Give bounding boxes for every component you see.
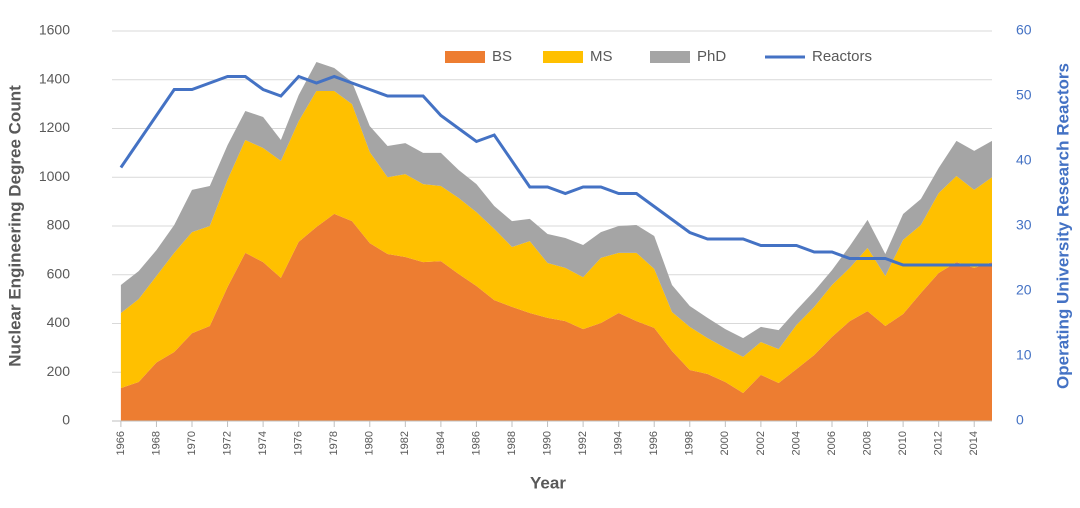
x-tick-label: 1980: [364, 431, 376, 455]
x-tick-label: 1966: [115, 431, 127, 455]
x-tick-label: 2014: [968, 431, 980, 455]
legend-label: BS: [492, 48, 512, 65]
x-tick-label: 1976: [293, 431, 305, 455]
y-tick-label: 1000: [39, 168, 70, 184]
x-tick-label: 2008: [861, 431, 873, 455]
y2-tick-label: 0: [1016, 412, 1024, 428]
x-tick-label: 1978: [328, 431, 340, 455]
area: [120, 213, 992, 421]
y-tick-label: 1200: [39, 119, 70, 135]
y-tick-label: 200: [47, 363, 71, 379]
x-axis-label: Year: [530, 473, 566, 492]
x-tick-label: 2010: [897, 431, 909, 455]
x-tick-label: 1974: [257, 431, 269, 455]
x-tick-label: 2004: [790, 431, 802, 455]
legend-swatch: [650, 51, 690, 63]
legend-swatch: [543, 51, 583, 63]
x-tick-label: 2002: [755, 431, 767, 455]
x-tick-label: 2006: [826, 431, 838, 455]
x-tick-label: 2000: [719, 431, 731, 455]
line: [119, 74, 992, 267]
area: [120, 90, 992, 393]
x-tick-label: 1982: [399, 431, 411, 455]
x-tick-label: 2012: [933, 431, 945, 455]
x-tick-label: 1968: [150, 431, 162, 455]
y-axis-label: Nuclear Engineering Degree Count: [5, 85, 24, 367]
x-tick-label: 1998: [684, 431, 696, 455]
y2-tick-label: 60: [1016, 22, 1032, 38]
legend-label: MS: [590, 48, 613, 65]
legend-label: PhD: [697, 48, 726, 65]
y2-tick-label: 30: [1016, 217, 1032, 233]
x-tick-label: 1970: [186, 431, 198, 455]
y2-axis-label: Operating University Research Reactors: [1053, 63, 1072, 389]
y-tick-label: 1400: [39, 70, 70, 86]
x-tick-label: 1994: [613, 431, 625, 455]
x-tick-label: 1990: [541, 431, 553, 455]
y2-tick-label: 20: [1016, 282, 1032, 298]
x-tick-label: 1984: [435, 431, 447, 455]
y2-tick-label: 50: [1016, 87, 1032, 103]
x-tick-label: 1988: [506, 431, 518, 455]
x-tick-label: 1996: [648, 431, 660, 455]
y2-tick-label: 40: [1016, 152, 1032, 168]
y-tick-label: 600: [47, 265, 71, 281]
x-tick-label: 1992: [577, 431, 589, 455]
legend-label: Reactors: [812, 48, 872, 65]
x-tick-label: 1972: [221, 431, 233, 455]
y2-tick-label: 10: [1016, 347, 1032, 363]
legend-swatch: [445, 51, 485, 63]
y-tick-label: 400: [47, 314, 71, 330]
y-tick-label: 1600: [39, 22, 70, 38]
y-tick-label: 800: [47, 217, 71, 233]
y-tick-label: 0: [62, 412, 70, 428]
x-tick-label: 1986: [470, 431, 482, 455]
